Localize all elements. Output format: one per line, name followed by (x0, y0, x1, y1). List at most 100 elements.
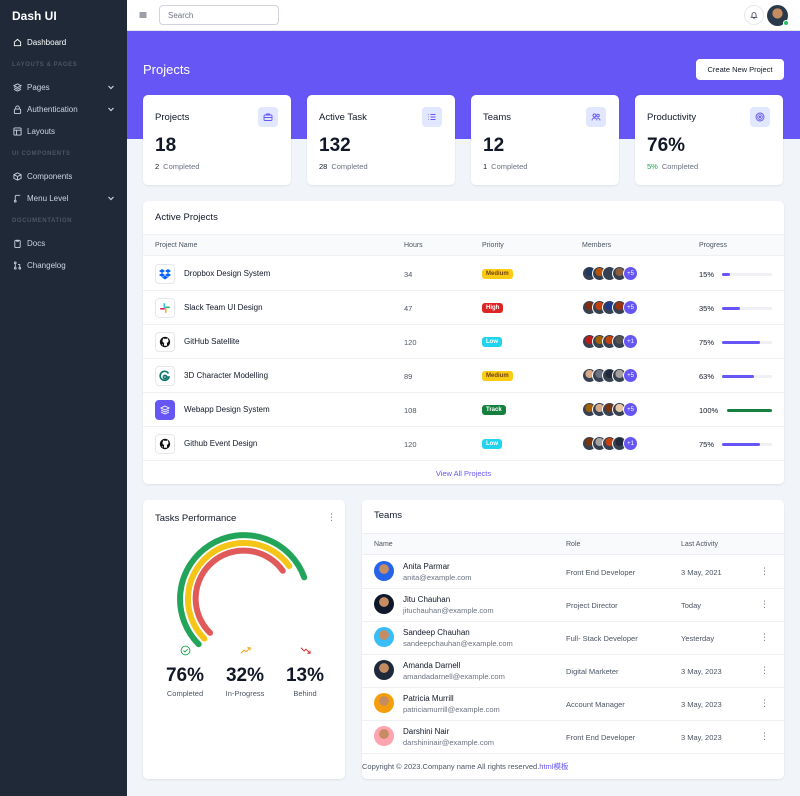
gauge-arc-completed (177, 532, 308, 648)
view-all-projects-link[interactable]: View All Projects (143, 460, 784, 484)
slack-logo-icon (155, 298, 175, 318)
member-avatars: +5 (582, 300, 638, 316)
table-row[interactable]: Github Event Design 120 Low +1 75% (143, 427, 784, 461)
more-options-icon[interactable]: ⋮ (760, 665, 769, 675)
more-members-badge[interactable]: +5 (623, 368, 638, 383)
priority-badge: Low (482, 337, 502, 347)
package-icon (12, 171, 22, 181)
project-name[interactable]: GitHub Satellite (184, 337, 240, 346)
table-row[interactable]: Amanda Darnell amandadarnell@example.com D… (362, 655, 784, 688)
table-row[interactable]: Anita Parmar anita@example.com Front End D… (362, 556, 784, 589)
more-options-icon[interactable]: ⋮ (760, 632, 769, 642)
project-name[interactable]: Webapp Design System (184, 405, 270, 414)
table-row[interactable]: Darshini Nair darshininair@example.com Fro… (362, 721, 784, 754)
member-email: patriciamurrill@example.com (403, 705, 500, 714)
table-row[interactable]: Slack Team UI Design 47 High +5 35% (143, 291, 784, 325)
member-avatars: +1 (582, 436, 638, 452)
sidebar-item-components[interactable]: Components (0, 165, 127, 187)
table-header: Project Name Hours Priority Members Prog… (143, 234, 784, 256)
menu-icon[interactable] (138, 10, 148, 20)
section-heading: LAYOUTS & PAGES (12, 61, 78, 68)
more-options-icon[interactable]: ⋮ (760, 566, 769, 576)
stat-card-teams: Teams 12 1 Completed (471, 95, 619, 185)
stat-value: 132 (319, 135, 351, 156)
table-row[interactable]: Jitu Chauhan jituchauhan@example.com Proje… (362, 589, 784, 622)
more-members-badge[interactable]: +1 (623, 334, 638, 349)
progress-bar (722, 443, 772, 446)
progress-bar (722, 341, 772, 344)
member-avatars: +5 (582, 402, 638, 418)
avatar (374, 594, 394, 614)
stat-value: 76% (647, 135, 686, 156)
progress-value: 75% (699, 440, 715, 449)
table-row[interactable]: Dropbox Design System 34 Medium +5 15% (143, 257, 784, 291)
project-hours: 47 (404, 304, 413, 313)
more-options-icon[interactable]: ⋮ (760, 599, 769, 609)
member-email: amandadarnell@example.com (403, 672, 505, 681)
sidebar-item-authentication[interactable]: Authentication (0, 98, 127, 120)
avatar[interactable] (767, 5, 789, 26)
avatar (374, 726, 394, 746)
target-icon (750, 107, 770, 127)
last-activity: Today (681, 601, 702, 610)
notifications-button[interactable] (744, 5, 764, 25)
sidebar-item-label: Authentication (27, 104, 78, 114)
task-stat-in-progress: 32% In-Progress (215, 645, 275, 698)
table-row[interactable]: GitHub Satellite 120 Low +1 75% (143, 325, 784, 359)
footer-link[interactable]: html模板 (539, 762, 569, 771)
brand-logo[interactable]: Dash UI (12, 8, 57, 23)
more-options-icon[interactable]: ⋮ (760, 731, 769, 741)
progress-value: 100% (699, 406, 719, 415)
progress-value: 15% (699, 270, 715, 279)
column-header: Hours (404, 242, 423, 249)
trending-down-icon (275, 645, 335, 657)
table-header: Name Role Last Activity (362, 533, 784, 555)
more-members-badge[interactable]: +1 (623, 436, 638, 451)
clipboard-icon (12, 238, 22, 248)
sidebar-item-docs[interactable]: Docs (0, 232, 127, 254)
last-activity: 3 May, 2023 (681, 667, 722, 676)
project-name[interactable]: Github Event Design (184, 439, 258, 448)
more-members-badge[interactable]: +5 (623, 402, 638, 417)
table-row[interactable]: Patricia Murrill patriciamurrill@example.… (362, 688, 784, 721)
member-email: darshininair@example.com (403, 738, 494, 747)
project-name[interactable]: 3D Character Modelling (184, 371, 269, 380)
create-project-button[interactable]: Create New Project (696, 59, 784, 80)
stat-subtext: 5% Completed (647, 162, 699, 171)
table-row[interactable]: Sandeep Chauhan sandeepchauhan@example.co… (362, 622, 784, 655)
more-members-badge[interactable]: +5 (623, 266, 638, 281)
project-name[interactable]: Dropbox Design System (184, 269, 271, 278)
member-role: Front End Developer (566, 568, 636, 577)
project-hours: 108 (404, 406, 417, 415)
list-icon (422, 107, 442, 127)
radial-gauge (177, 532, 308, 648)
chevron-down-icon (108, 196, 114, 201)
sidebar-item-pages[interactable]: Pages (0, 76, 127, 98)
progress-bar (722, 307, 772, 310)
last-activity: 3 May, 2023 (681, 700, 722, 709)
more-members-badge[interactable]: +5 (623, 300, 638, 315)
search-input[interactable] (159, 5, 279, 25)
table-row[interactable]: Webapp Design System 108 Track +5 100% (143, 393, 784, 427)
table-row[interactable]: 3D Character Modelling 89 Medium +5 63% (143, 359, 784, 393)
column-header: Name (374, 541, 393, 548)
column-header: Priority (482, 242, 504, 249)
project-name[interactable]: Slack Team UI Design (184, 303, 263, 312)
sidebar-item-dashboard[interactable]: Dashboard (0, 31, 127, 53)
sidebar-item-menu-level[interactable]: Menu Level (0, 187, 127, 209)
sidebar-item-layouts[interactable]: Layouts (0, 120, 127, 142)
sidebar-item-label: Docs (27, 238, 46, 248)
priority-badge: Low (482, 439, 502, 449)
more-options-icon[interactable]: ⋮ (327, 512, 336, 522)
more-options-icon[interactable]: ⋮ (760, 698, 769, 708)
member-avatars: +5 (582, 266, 638, 282)
stat-card-projects: Projects 18 2 Completed (143, 95, 291, 185)
task-stat-value: 13% (285, 665, 325, 686)
sidebar-item-changelog[interactable]: Changelog (0, 254, 127, 276)
stat-card-productivity: Productivity 76% 5% Completed (635, 95, 783, 185)
priority-badge: Medium (482, 371, 513, 381)
column-header: Members (582, 242, 612, 249)
git-pull-request-icon (12, 260, 22, 270)
priority-badge: Medium (482, 269, 513, 279)
layers-icon (12, 82, 22, 92)
